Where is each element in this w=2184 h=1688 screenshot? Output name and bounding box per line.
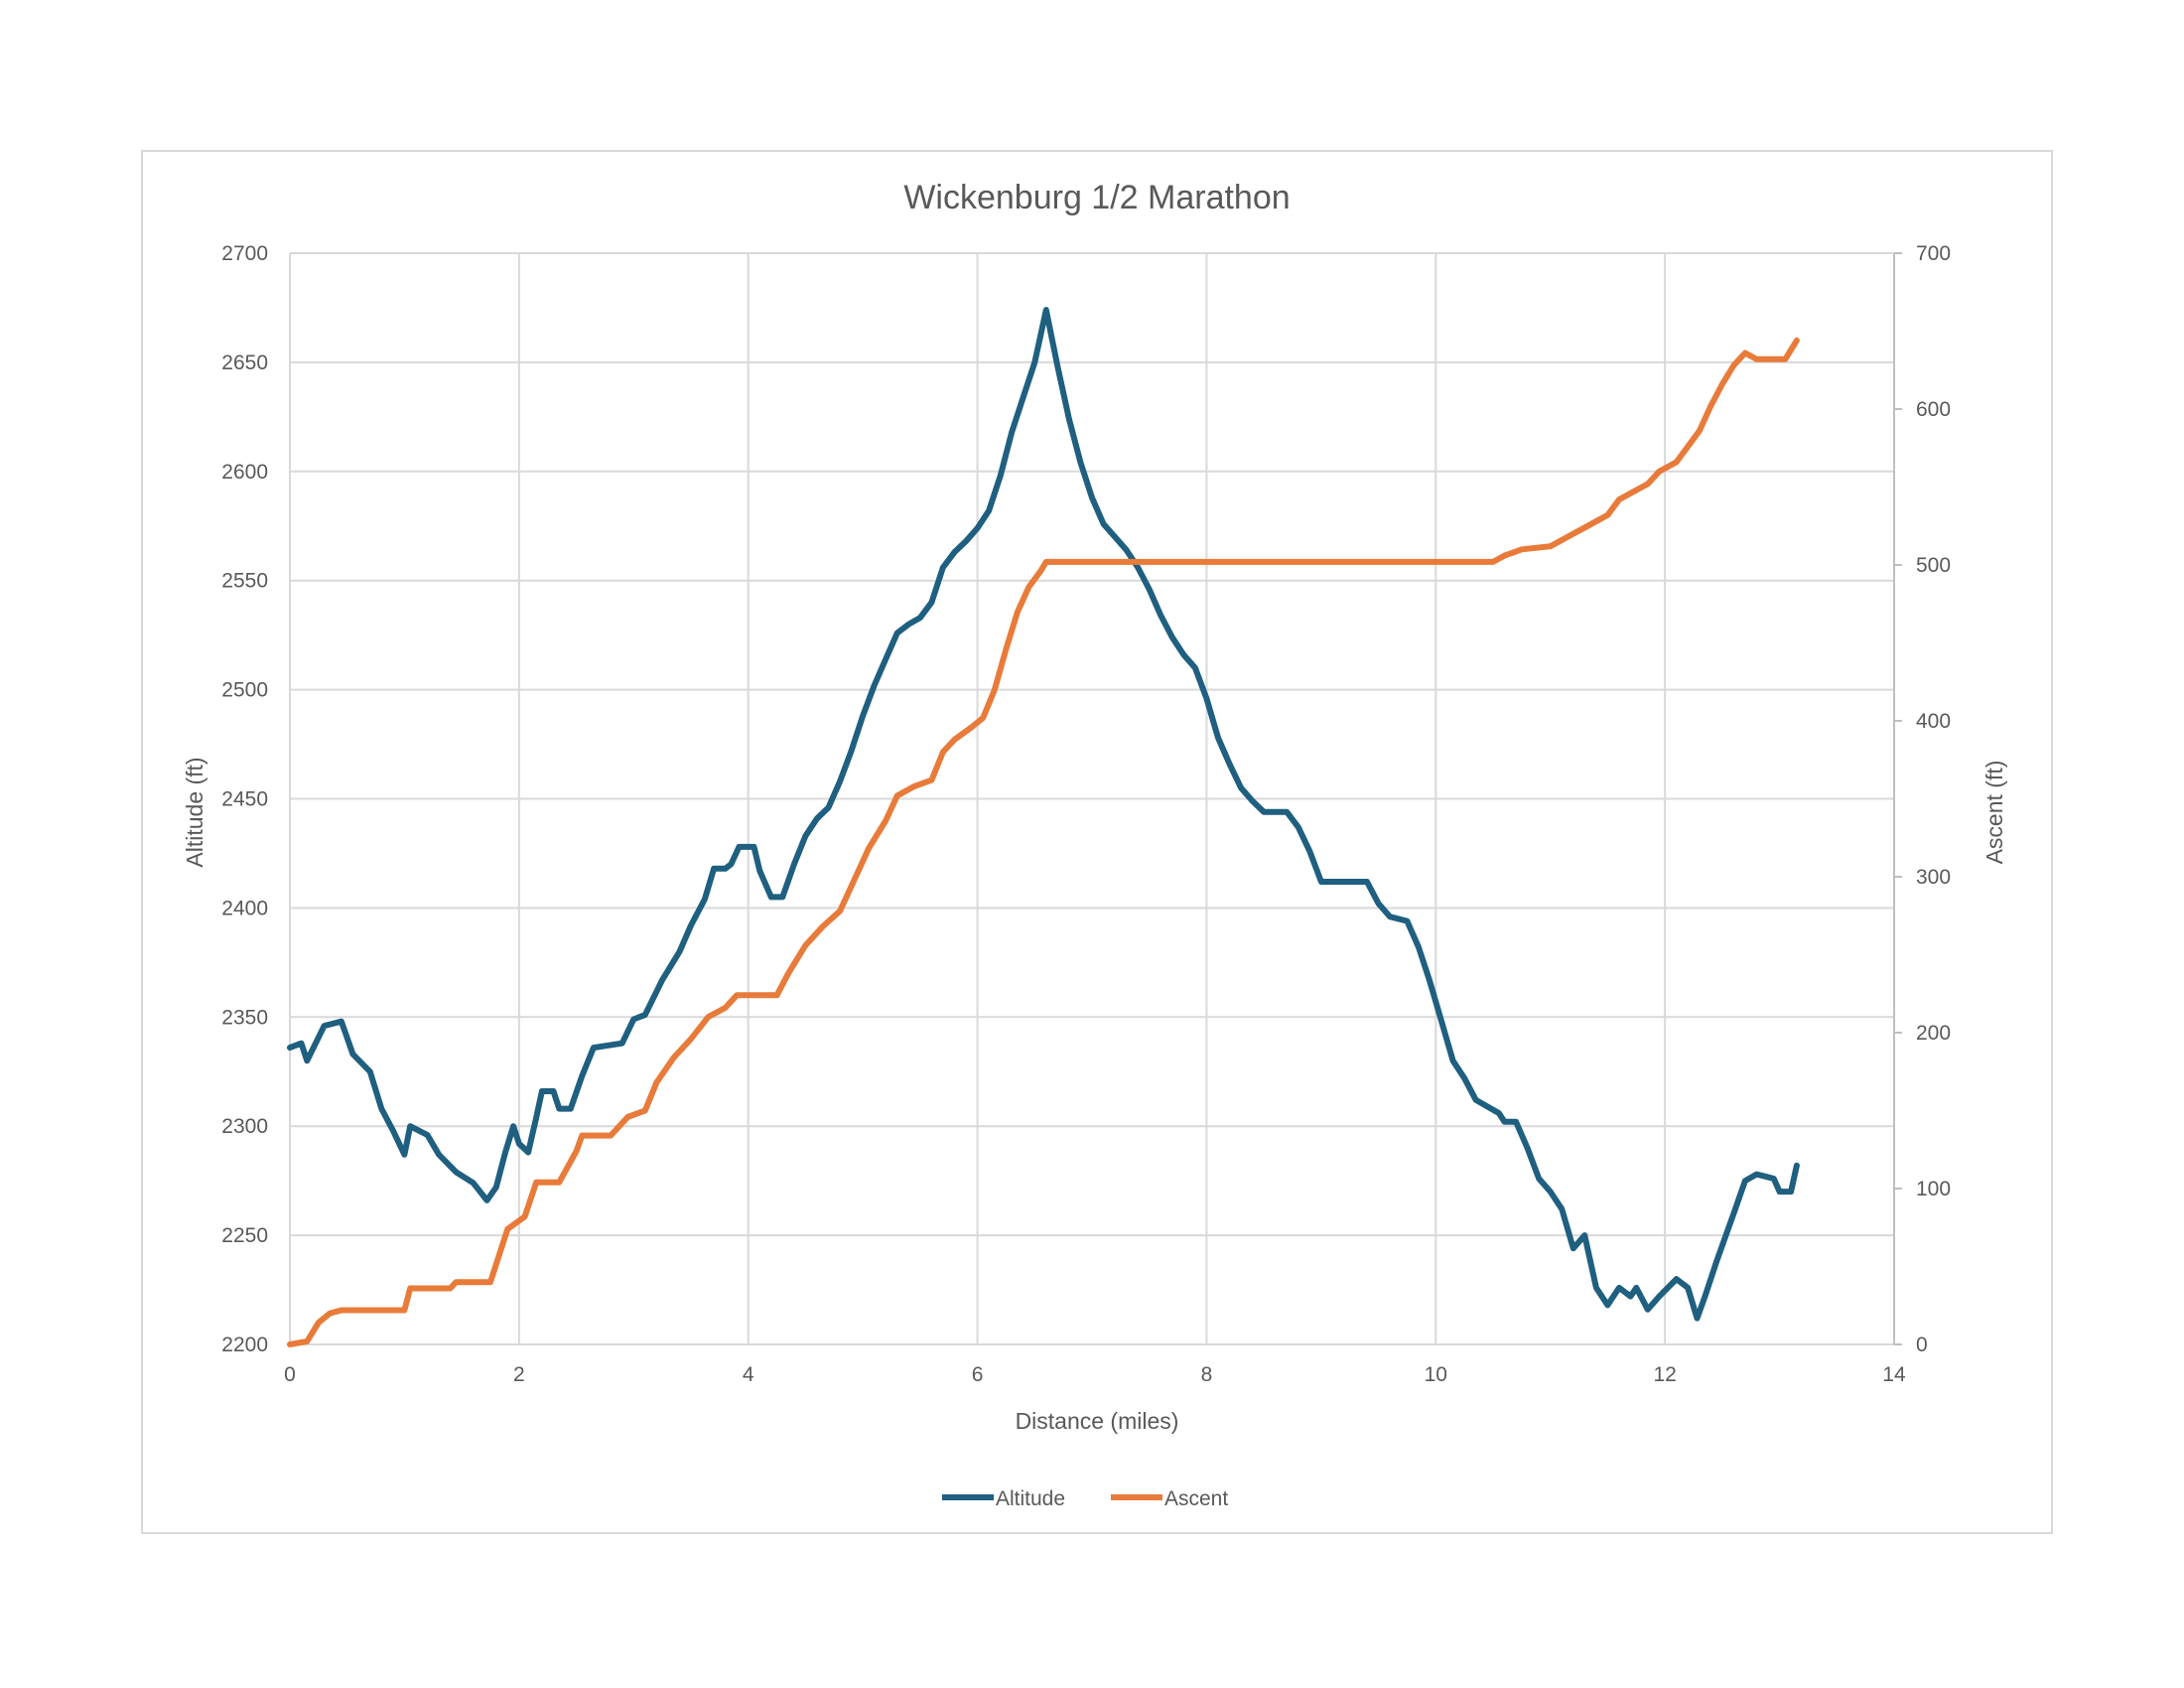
y2-tick-label: 700 — [1916, 242, 1951, 265]
y2-tick-label: 200 — [1916, 1022, 1951, 1045]
x-axis-title: Distance (miles) — [1016, 1408, 1179, 1434]
y2-axis-title: Ascent (ft) — [1981, 761, 2007, 865]
series-lines — [287, 307, 1800, 1347]
y-axis-title: Altitude (ft) — [182, 757, 207, 867]
y2-tick-label: 0 — [1916, 1334, 1928, 1356]
y-tick-label: 2700 — [221, 242, 268, 265]
series-line-altitude — [287, 307, 1800, 1322]
y-tick-label: 2500 — [221, 679, 268, 702]
chart-area: 2200 2250 2300 2350 2400 2450 2500 2550 2600 2650… — [141, 150, 2053, 1534]
axes: 2200225023002350240024502500255026002650… — [221, 242, 1951, 1386]
x-tick-label: 0 — [284, 1363, 296, 1386]
y-tick-label: 2650 — [221, 352, 268, 374]
y-tick-label: 2450 — [221, 788, 268, 811]
legend: Altitude Ascent — [942, 1487, 1228, 1510]
y2-tick-label: 300 — [1916, 866, 1951, 889]
x-tick-label: 10 — [1425, 1363, 1447, 1386]
legend-label-ascent: Ascent — [1164, 1487, 1228, 1510]
y-tick-label: 2600 — [221, 461, 268, 484]
x-tick-label: 4 — [743, 1363, 754, 1386]
y-tick-label: 2400 — [221, 897, 268, 919]
gridlines — [289, 252, 1895, 1345]
y2-tick-label: 600 — [1916, 398, 1951, 421]
y2-tick-label: 100 — [1916, 1178, 1951, 1200]
y2-tick-label: 500 — [1916, 554, 1951, 577]
y-tick-label: 2200 — [221, 1334, 268, 1356]
x-tick-label: 6 — [972, 1363, 984, 1386]
y-tick-label: 2300 — [221, 1115, 268, 1138]
x-tick-label: 12 — [1653, 1363, 1676, 1386]
y2-tick-label: 400 — [1916, 710, 1951, 733]
line-chart: 2200225023002350240024502500255026002650… — [182, 179, 2007, 1510]
x-tick-label: 14 — [1882, 1363, 1906, 1386]
y-tick-label: 2250 — [221, 1224, 268, 1247]
chart-title: Wickenburg 1/2 Marathon — [903, 179, 1290, 216]
legend-label-altitude: Altitude — [996, 1487, 1065, 1510]
series-line-ascent — [287, 337, 1800, 1347]
y-tick-label: 2350 — [221, 1006, 268, 1029]
y-tick-label: 2550 — [221, 570, 268, 593]
x-tick-label: 2 — [513, 1363, 525, 1386]
x-tick-label: 8 — [1201, 1363, 1213, 1386]
